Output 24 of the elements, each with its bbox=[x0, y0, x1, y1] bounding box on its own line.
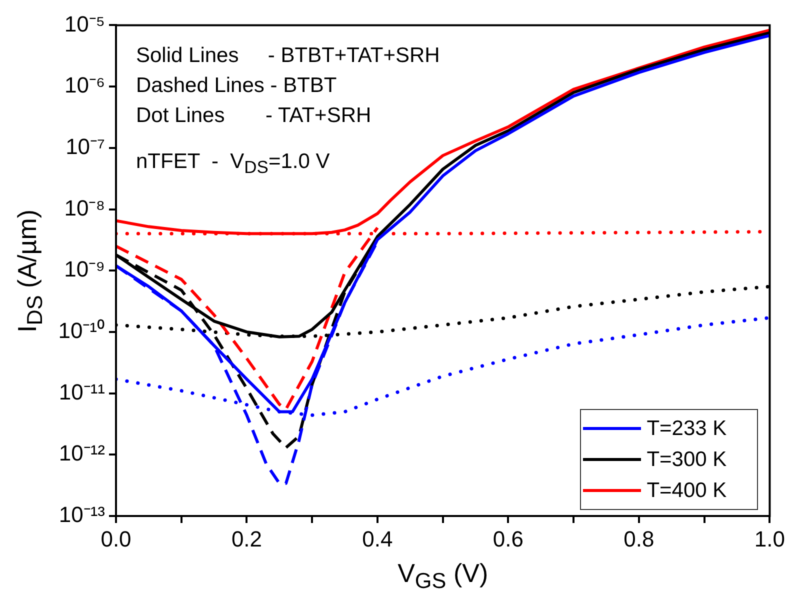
legend-label: T=300 K bbox=[646, 448, 727, 472]
y-tick-label: 10⁻¹² bbox=[58, 440, 105, 466]
x-tick-label: 0.0 bbox=[100, 526, 132, 552]
annotation: Dot Lines - TAT+SRH bbox=[136, 103, 372, 130]
y-tick-label: 10⁻¹⁰ bbox=[58, 318, 105, 344]
x-tick-label: 0.8 bbox=[624, 526, 654, 552]
annotation: nTFET - V$_{DS}$=1.0 V bbox=[136, 149, 331, 180]
x-axis-title: V$_{GS}$ (V) bbox=[398, 558, 488, 594]
line-series bbox=[116, 226, 379, 411]
x-tick-label: 0.2 bbox=[231, 526, 262, 552]
legend-label: T=233 K bbox=[646, 416, 727, 440]
annotation: Solid Lines - BTBT+TAT+SRH bbox=[136, 43, 440, 70]
x-tick-label: 0.6 bbox=[492, 526, 524, 552]
legend-label: T=400 K bbox=[646, 478, 727, 502]
y-tick-label: 10⁻¹³ bbox=[58, 502, 105, 528]
y-tick-label: 10⁻¹¹ bbox=[58, 379, 105, 404]
y-tick-label: 10⁻⁹ bbox=[64, 256, 105, 282]
y-tick-label: 10⁻⁷ bbox=[66, 134, 106, 159]
y-tick-label: 10⁻⁸ bbox=[64, 195, 105, 220]
x-tick-label: 1.0 bbox=[754, 526, 786, 552]
y-tick-label: 10⁻⁶ bbox=[64, 72, 105, 98]
y-tick-label: 10⁻⁵ bbox=[64, 11, 105, 36]
x-tick-label: 0.4 bbox=[362, 526, 393, 552]
annotation: Dashed Lines - BTBT bbox=[136, 73, 338, 100]
